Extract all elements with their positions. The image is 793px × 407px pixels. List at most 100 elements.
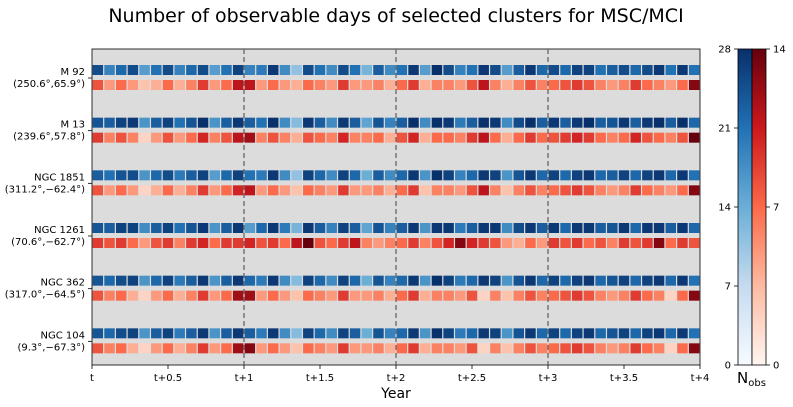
cell-blue — [525, 65, 536, 75]
cell-blue — [642, 117, 653, 128]
cell-red — [244, 80, 256, 90]
cell-red — [466, 132, 478, 143]
cell-blue — [349, 65, 361, 75]
cell-blue — [583, 117, 595, 128]
cell-red — [607, 185, 618, 196]
cell-blue — [419, 223, 431, 233]
cell-blue — [408, 223, 419, 233]
cell-blue — [396, 65, 408, 75]
cell-red — [571, 80, 583, 90]
cell-blue — [419, 275, 431, 286]
cell-red — [209, 290, 221, 301]
cell-blue — [665, 170, 677, 181]
cell-red — [384, 290, 396, 301]
cell-blue — [151, 328, 162, 339]
cell-blue — [478, 328, 489, 339]
colorbar-reds — [751, 48, 767, 366]
cell-red — [408, 80, 419, 90]
cell-red — [642, 80, 653, 90]
cell-red — [115, 185, 127, 196]
cell-blue — [419, 328, 431, 339]
cell-red — [525, 185, 536, 196]
cluster-coords: (70.6°,−62.7°) — [11, 237, 85, 248]
cell-blue — [291, 117, 302, 128]
cell-red — [139, 185, 150, 196]
cell-red — [478, 290, 489, 301]
cell-red — [139, 290, 150, 301]
cell-blue — [513, 117, 525, 128]
cell-red — [197, 185, 209, 196]
cell-blue — [513, 328, 525, 339]
cell-red — [186, 80, 197, 90]
cell-blue — [338, 275, 349, 286]
cell-red — [115, 290, 127, 301]
cell-red — [501, 80, 513, 90]
cell-red — [618, 185, 630, 196]
cell-blue — [127, 170, 139, 181]
cell-red — [548, 80, 560, 90]
cluster-name: NGC 1851 — [34, 172, 85, 183]
cell-blue — [642, 328, 653, 339]
cell-red — [104, 238, 115, 248]
cell-red — [478, 185, 489, 196]
cell-red — [419, 343, 431, 354]
cell-red — [384, 238, 396, 248]
cell-blue — [571, 170, 583, 181]
cell-red — [653, 185, 665, 196]
cell-blue — [256, 117, 267, 128]
cell-red — [536, 290, 548, 301]
cell-red — [92, 290, 104, 301]
cell-blue — [303, 223, 314, 233]
cell-red — [630, 238, 641, 248]
cell-red — [361, 80, 373, 90]
cell-blue — [338, 65, 349, 75]
cell-blue — [267, 223, 279, 233]
cell-blue — [373, 65, 384, 75]
cell-blue — [501, 223, 513, 233]
cell-blue — [548, 117, 560, 128]
cell-red — [326, 238, 337, 248]
cell-blue — [186, 223, 197, 233]
cell-red — [677, 185, 688, 196]
cell-red — [583, 238, 595, 248]
cell-red — [186, 343, 197, 354]
cell-blue — [244, 275, 256, 286]
cell-blue — [186, 328, 197, 339]
cell-red — [197, 238, 209, 248]
cell-red — [408, 185, 419, 196]
cell-red — [688, 132, 700, 143]
cell-blue — [373, 223, 384, 233]
cluster-coords: (311.2°,−62.4°) — [5, 184, 85, 195]
cell-blue — [688, 328, 700, 339]
cell-red — [490, 238, 501, 248]
cell-red — [92, 185, 104, 196]
cell-red — [396, 132, 408, 143]
cell-blue — [595, 328, 606, 339]
cell-blue — [688, 223, 700, 233]
cell-blue — [536, 117, 548, 128]
cell-red — [665, 132, 677, 143]
cell-red — [478, 80, 489, 90]
cell-red — [607, 132, 618, 143]
cell-red — [349, 238, 361, 248]
cell-blue — [162, 275, 174, 286]
cell-blue — [267, 170, 279, 181]
cell-blue — [536, 65, 548, 75]
cell-blue — [513, 275, 525, 286]
cell-blue — [443, 223, 454, 233]
cell-red — [607, 238, 618, 248]
cell-blue — [525, 170, 536, 181]
cell-red — [431, 238, 443, 248]
cell-red — [384, 185, 396, 196]
colorbar-blues-tick-label: 0 — [725, 361, 731, 372]
colorbar-blues — [737, 48, 753, 366]
cell-blue — [408, 117, 419, 128]
cell-blue — [127, 275, 139, 286]
cell-red — [186, 132, 197, 143]
cell-blue — [501, 328, 513, 339]
cell-blue — [548, 275, 560, 286]
cell-blue — [162, 223, 174, 233]
cell-red — [688, 238, 700, 248]
cell-red — [595, 80, 606, 90]
